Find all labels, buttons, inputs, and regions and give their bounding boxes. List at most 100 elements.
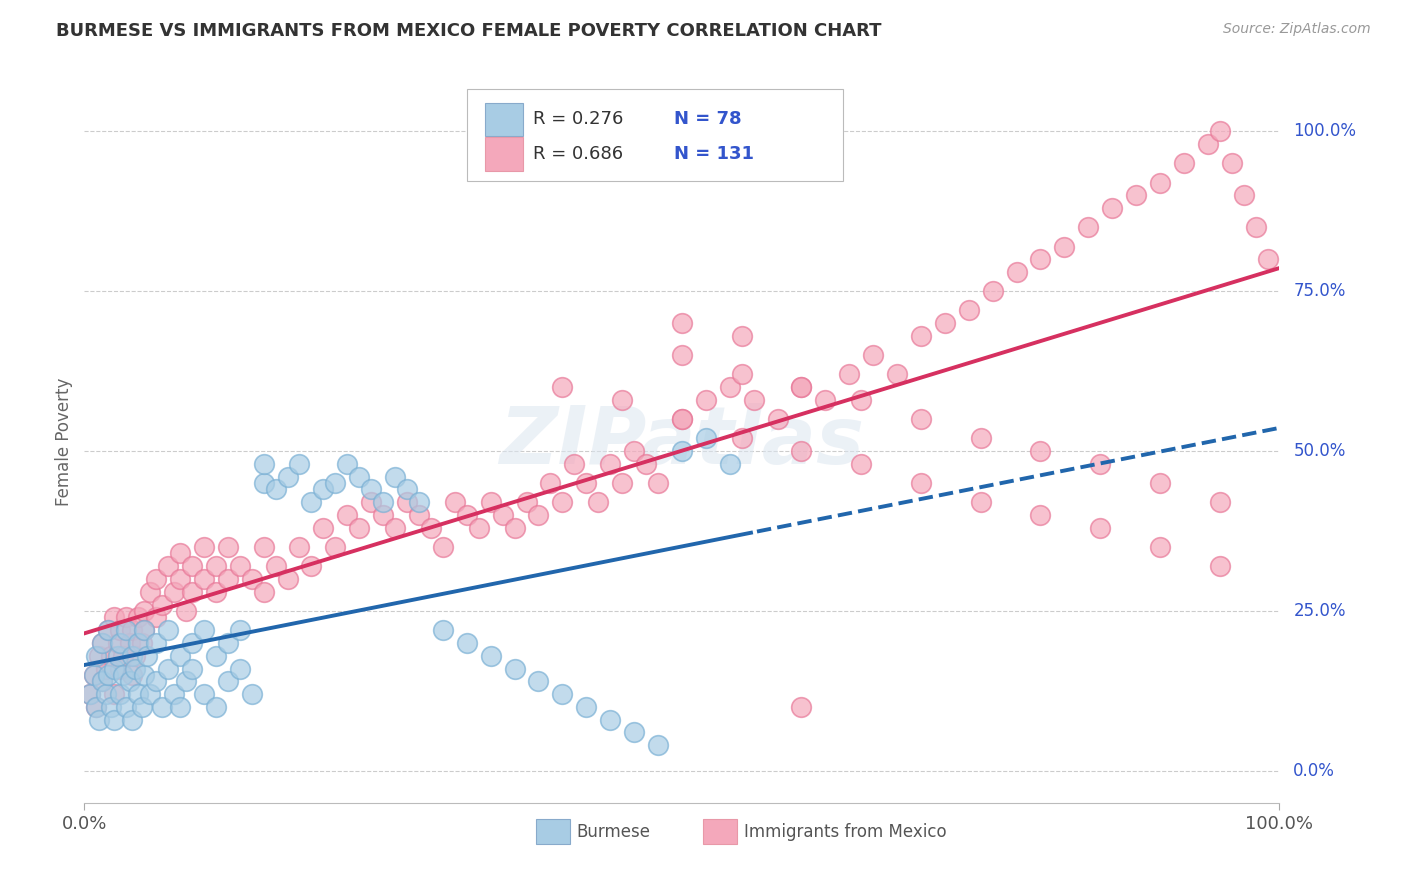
Point: [91, 636, 114, 650]
Point: [325, 476, 347, 491]
Point: [790, 699, 813, 714]
Point: [1244, 220, 1267, 235]
Point: [599, 457, 621, 471]
Point: [838, 368, 860, 382]
Point: [115, 623, 138, 637]
Point: [503, 521, 526, 535]
Point: [157, 559, 180, 574]
Point: [336, 508, 359, 522]
Point: [623, 444, 645, 458]
Point: [420, 521, 443, 535]
Point: [336, 457, 359, 471]
Point: [432, 540, 454, 554]
Point: [115, 610, 138, 624]
Text: 100.0%: 100.0%: [1294, 122, 1357, 140]
Point: [1220, 156, 1243, 170]
Point: [103, 661, 125, 675]
Point: [83, 668, 105, 682]
Point: [1149, 540, 1171, 554]
Point: [599, 713, 621, 727]
Point: [444, 495, 467, 509]
Point: [492, 508, 515, 522]
Point: [145, 572, 167, 586]
Point: [100, 699, 122, 714]
Point: [527, 674, 550, 689]
Point: [169, 699, 191, 714]
Point: [139, 584, 162, 599]
Y-axis label: Female Poverty: Female Poverty: [55, 377, 73, 506]
Point: [540, 476, 562, 491]
Point: [253, 457, 276, 471]
Point: [1233, 188, 1256, 202]
Point: [169, 648, 191, 663]
Point: [87, 648, 110, 663]
Point: [970, 495, 993, 509]
Point: [671, 316, 693, 330]
Point: [671, 444, 693, 458]
Point: [193, 572, 215, 586]
Text: ZIPatlas: ZIPatlas: [499, 402, 865, 481]
Point: [174, 674, 197, 689]
Point: [145, 636, 167, 650]
Point: [157, 623, 180, 637]
Point: [957, 303, 980, 318]
Point: [1005, 265, 1028, 279]
Point: [934, 316, 956, 330]
Point: [647, 738, 669, 752]
Point: [181, 559, 204, 574]
Point: [671, 348, 693, 362]
Point: [110, 636, 132, 650]
Point: [551, 380, 574, 394]
Text: Source: ZipAtlas.com: Source: ZipAtlas.com: [1223, 22, 1371, 37]
Point: [731, 368, 754, 382]
Point: [349, 469, 371, 483]
Point: [588, 495, 610, 509]
Point: [118, 674, 141, 689]
Point: [1090, 457, 1112, 471]
Point: [742, 392, 765, 407]
Point: [132, 623, 156, 637]
Point: [181, 584, 204, 599]
Point: [1029, 252, 1052, 267]
Point: [124, 648, 146, 663]
Point: [264, 559, 287, 574]
Point: [103, 713, 125, 727]
Point: [264, 483, 287, 497]
Point: [110, 623, 132, 637]
Text: 50.0%: 50.0%: [1294, 442, 1346, 460]
Point: [121, 713, 143, 727]
Point: [612, 476, 634, 491]
Point: [193, 623, 215, 637]
Point: [193, 540, 215, 554]
Point: [886, 368, 908, 382]
Text: R = 0.276: R = 0.276: [533, 111, 623, 128]
Point: [396, 495, 419, 509]
Point: [163, 584, 186, 599]
Point: [1173, 156, 1195, 170]
Point: [910, 329, 932, 343]
Point: [851, 392, 873, 407]
Point: [127, 636, 149, 650]
Point: [1209, 559, 1232, 574]
Point: [100, 648, 122, 663]
Point: [910, 476, 932, 491]
Point: [181, 636, 204, 650]
Point: [408, 508, 430, 522]
Point: [1197, 137, 1219, 152]
Point: [731, 431, 754, 445]
Point: [253, 584, 276, 599]
Point: [135, 648, 157, 663]
Point: [718, 457, 741, 471]
Point: [360, 495, 382, 509]
Point: [647, 476, 669, 491]
Point: [970, 431, 993, 445]
Point: [111, 648, 134, 663]
Point: [312, 521, 335, 535]
Point: [731, 329, 754, 343]
Point: [145, 674, 167, 689]
Point: [468, 521, 491, 535]
Point: [217, 636, 239, 650]
Point: [575, 699, 598, 714]
Point: [94, 687, 117, 701]
FancyBboxPatch shape: [485, 137, 523, 170]
